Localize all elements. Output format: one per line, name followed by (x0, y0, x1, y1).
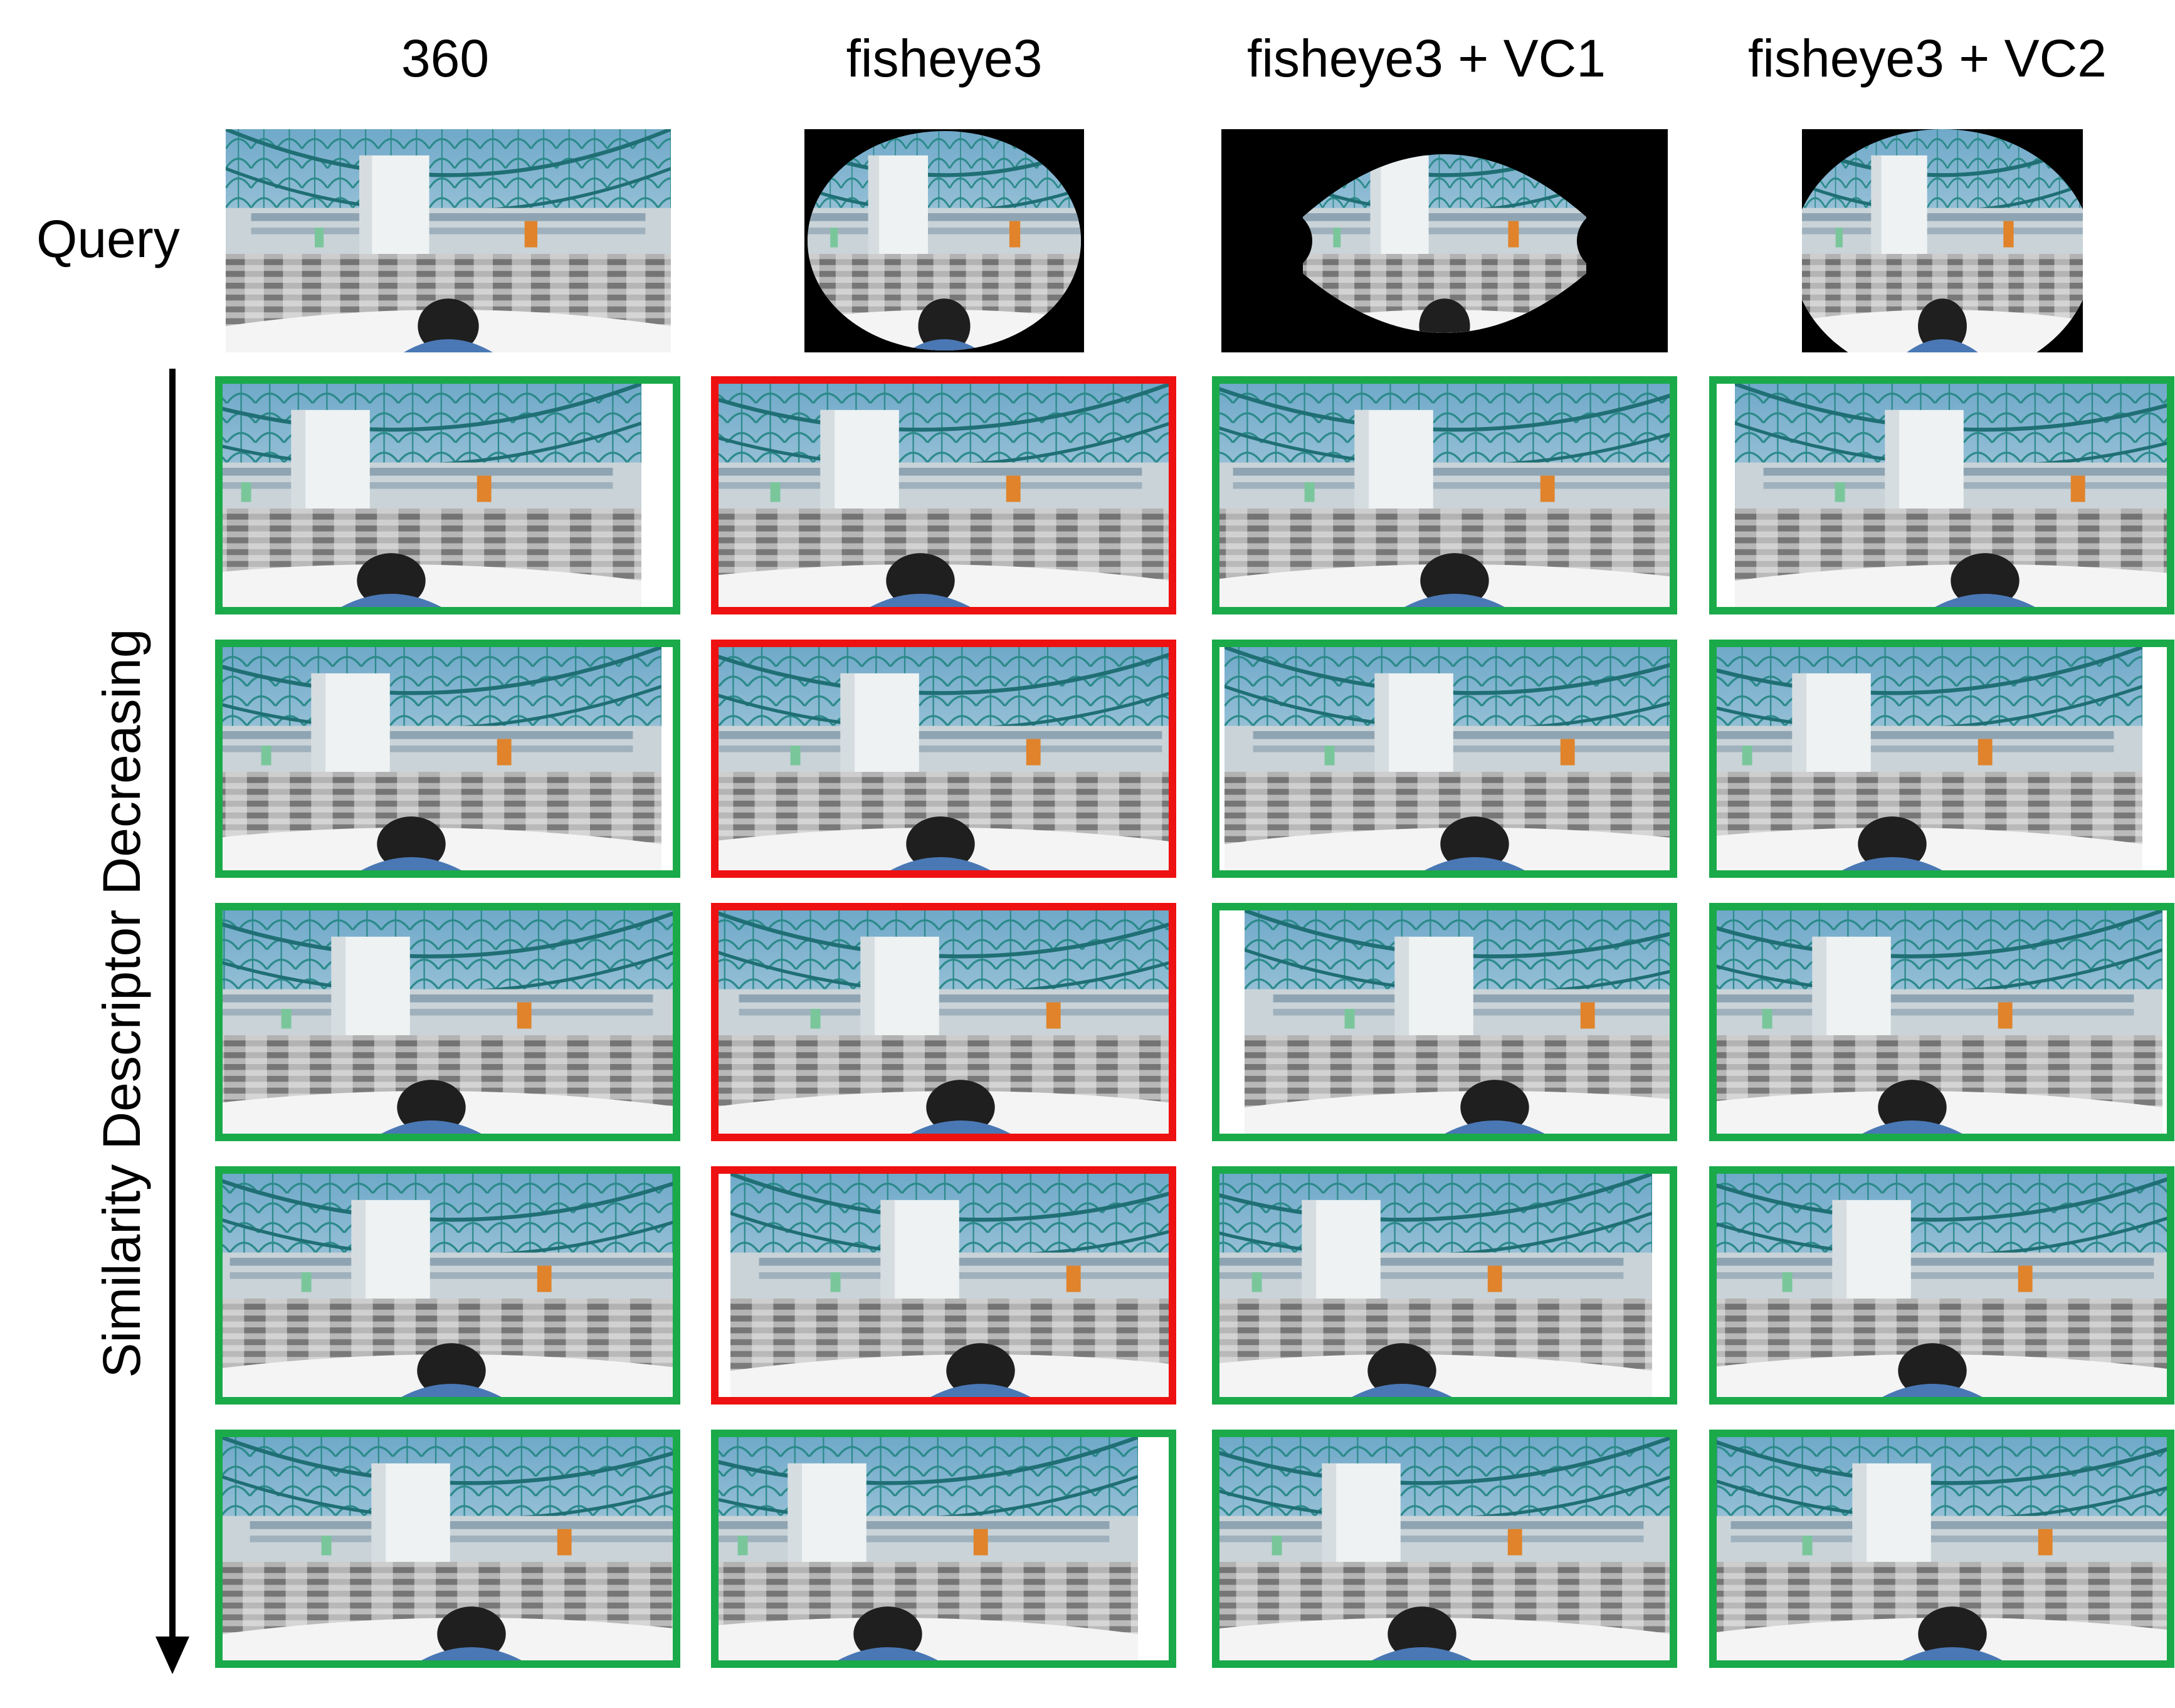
column-header-fisheye3-vc1: fisheye3 + VC1 (1246, 29, 1606, 88)
query-image-fisheye3-vc1 (1221, 129, 1668, 352)
retrieval-result-fisheye3-vc1-rank-4 (1212, 1166, 1677, 1405)
retrieval-result-fisheye3-rank-1 (711, 376, 1176, 614)
query-image-fisheye3-vc2 (1802, 129, 2083, 352)
retrieval-result-fisheye3-rank-3 (711, 903, 1176, 1141)
query-row-label: Query (36, 209, 180, 268)
retrieval-result-fisheye3-rank-4 (711, 1166, 1176, 1405)
query-image-360 (226, 129, 671, 352)
retrieval-result-360-rank-4 (215, 1166, 680, 1405)
retrieval-result-fisheye3-vc1-rank-1 (1212, 376, 1677, 614)
retrieval-result-360-rank-2 (215, 640, 680, 878)
retrieval-result-fisheye3-vc2-rank-2 (1709, 640, 2174, 878)
retrieval-result-fisheye3-vc2-rank-3 (1709, 903, 2174, 1141)
retrieval-result-fisheye3-vc2-rank-1 (1709, 376, 2174, 614)
column-header-360: 360 (401, 29, 490, 88)
similarity-arrow-head (155, 1637, 189, 1674)
retrieval-result-fisheye3-rank-5 (711, 1430, 1176, 1668)
retrieval-result-fisheye3-vc2-rank-4 (1709, 1166, 2174, 1405)
retrieval-result-fisheye3-rank-2 (711, 640, 1176, 878)
retrieval-result-fisheye3-vc1-rank-5 (1212, 1430, 1677, 1668)
column-header-fisheye3: fisheye3 (846, 29, 1043, 88)
retrieval-result-360-rank-3 (215, 903, 680, 1141)
column-header-fisheye3-vc2: fisheye3 + VC2 (1747, 29, 2107, 88)
retrieval-result-360-rank-1 (215, 376, 680, 614)
similarity-arrow-shaft (169, 369, 176, 1642)
retrieval-result-fisheye3-vc2-rank-5 (1709, 1430, 2174, 1668)
axis-label: Similarity Descriptor Decreasing (92, 628, 151, 1378)
retrieval-result-fisheye3-vc1-rank-3 (1212, 903, 1677, 1141)
query-image-fisheye3 (804, 129, 1084, 352)
retrieval-result-fisheye3-vc1-rank-2 (1212, 640, 1677, 878)
retrieval-result-360-rank-5 (215, 1430, 680, 1668)
